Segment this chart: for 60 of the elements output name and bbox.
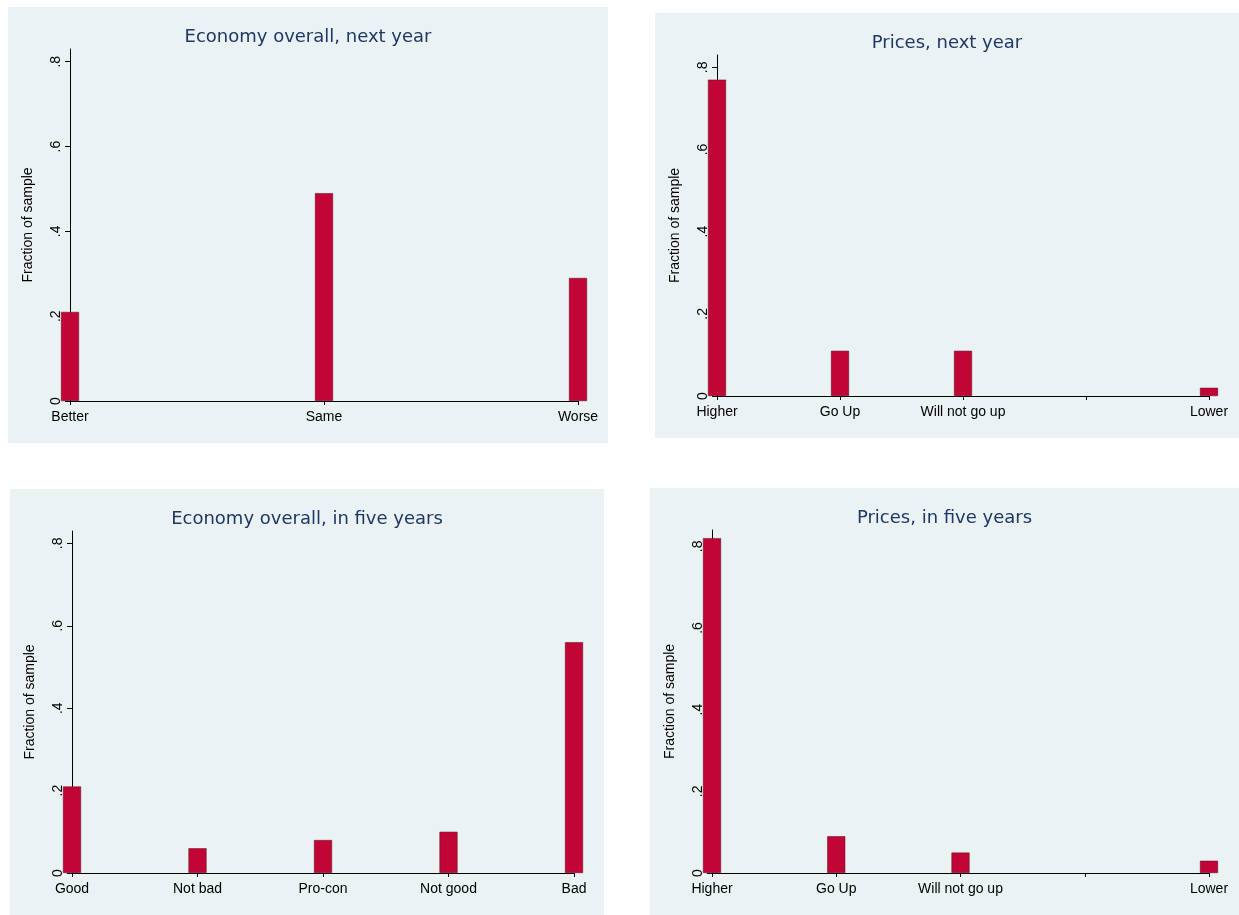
x-tick-label: Not good <box>420 880 477 896</box>
y-tick-label: .6 <box>694 143 710 156</box>
bar <box>831 350 849 396</box>
x-tick-label: Go Up <box>816 880 857 896</box>
chart-title: Economy overall, in five years <box>171 506 443 528</box>
x-tick-label: Higher <box>691 880 733 896</box>
y-tick-label: .8 <box>694 61 710 74</box>
y-tick-label: .4 <box>694 225 710 238</box>
x-tick-label: Will not go up <box>920 403 1006 419</box>
bar <box>188 848 207 873</box>
x-tick-label: Go Up <box>819 403 861 419</box>
y-tick-label: 0 <box>49 868 65 877</box>
x-tick-label: Better <box>51 408 90 424</box>
bar <box>569 278 587 401</box>
y-tick-label: .2 <box>47 310 63 323</box>
x-tick-label: Higher <box>696 403 738 419</box>
bar <box>63 786 81 873</box>
bar <box>708 79 726 396</box>
x-tick-label: Not bad <box>172 880 223 896</box>
chart-title: Prices, in five years <box>856 505 1033 527</box>
y-tick-label: .8 <box>689 540 705 553</box>
x-tick-label: Lower <box>1189 880 1229 896</box>
y-tick-label: .4 <box>689 703 705 716</box>
bar <box>827 836 846 873</box>
y-axis-title: Fraction of sample <box>666 167 682 284</box>
bar <box>315 193 333 401</box>
x-tick-label: Worse <box>557 408 599 424</box>
bar <box>565 642 583 873</box>
y-axis-title: Fraction of sample <box>19 167 35 283</box>
bar <box>314 840 332 873</box>
y-tick-label: .6 <box>49 619 65 632</box>
x-tick-label: Bad <box>561 880 587 896</box>
y-tick-label: .2 <box>689 785 705 798</box>
y-tick-label: .4 <box>49 702 65 715</box>
x-tick-label: Will not go up <box>918 880 1004 896</box>
chart-title: Prices, next year <box>871 30 1023 52</box>
x-tick-label: Lower <box>1189 403 1229 419</box>
bar <box>703 538 721 873</box>
x-tick-label: Pro-con <box>298 880 348 896</box>
y-tick-label: .8 <box>47 55 63 68</box>
bar <box>1200 387 1218 396</box>
bar <box>61 311 79 401</box>
y-axis-title: Fraction of sample <box>661 643 677 760</box>
bar <box>954 350 972 396</box>
y-tick-label: 0 <box>47 396 63 405</box>
y-tick-label: .6 <box>47 140 63 153</box>
x-tick-label: Same <box>305 408 343 424</box>
bar <box>951 852 970 873</box>
x-tick-label: Good <box>54 880 90 896</box>
bar <box>1200 860 1218 873</box>
y-tick-label: .2 <box>694 307 710 320</box>
y-tick-label: 0 <box>694 391 710 400</box>
y-axis-title: Fraction of sample <box>21 644 37 760</box>
y-tick-label: .4 <box>47 225 63 238</box>
y-tick-label: .6 <box>689 621 705 634</box>
y-tick-label: 0 <box>689 868 705 877</box>
y-tick-label: .2 <box>49 784 65 797</box>
bar <box>439 831 458 873</box>
chart-title: Economy overall, next year <box>184 24 433 46</box>
y-tick-label: .8 <box>49 537 65 550</box>
